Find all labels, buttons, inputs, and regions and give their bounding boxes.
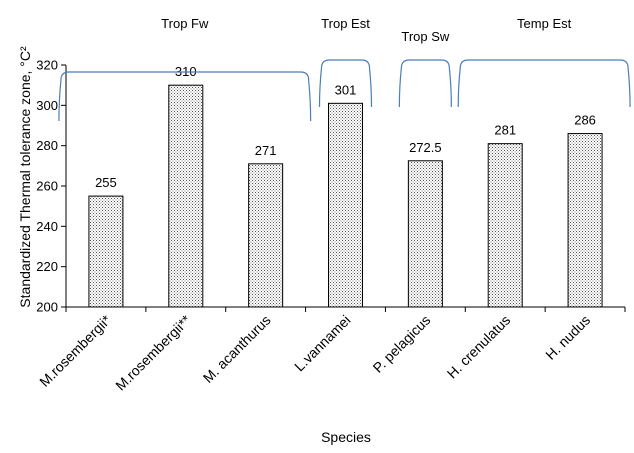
bar (168, 84, 204, 308)
bar (328, 102, 363, 308)
data-label: 286 (574, 113, 596, 128)
y-tick-label: 240 (36, 219, 58, 234)
group-brace (318, 59, 373, 108)
y-tick-label: 320 (36, 58, 58, 73)
group-brace (457, 59, 631, 108)
data-label: 301 (335, 82, 357, 97)
x-tick-label: M. acanthurus (200, 312, 274, 386)
group-braces: Trop Fw Trop Est Trop Sw Temp Est (58, 16, 631, 122)
x-tick-label: M.rosembergii** (112, 311, 194, 393)
bar (407, 160, 443, 308)
bar (248, 163, 284, 308)
x-tick-label: H. crenulatus (444, 312, 514, 382)
data-label: 272.5 (409, 140, 442, 155)
bar (487, 143, 523, 308)
y-tick-label: 300 (36, 98, 58, 113)
bars (88, 84, 603, 308)
x-tick-label: M.rosembergii* (36, 311, 114, 389)
group-label: Temp Est (517, 16, 572, 31)
y-tick-label: 220 (36, 259, 58, 274)
x-tick-label: L.vannamei (291, 312, 354, 375)
data-label: 255 (95, 175, 117, 190)
x-tick-label: H. nudus (542, 312, 593, 363)
data-label: 281 (494, 123, 516, 138)
y-tick-label: 280 (36, 138, 58, 153)
y-tick-label: 200 (36, 300, 58, 315)
group-label: Trop Est (321, 16, 370, 31)
x-tick-label: P. pelagicus (370, 312, 434, 376)
group-label: Trop Fw (161, 16, 209, 31)
bar (88, 195, 124, 308)
x-axis-title: Species (321, 429, 371, 445)
group-brace (58, 71, 312, 122)
data-label: 271 (255, 143, 277, 158)
y-axis-title: Standardized Thermal tolerance zone, °C² (17, 46, 33, 308)
group-brace (398, 59, 452, 108)
y-tick-label: 260 (36, 179, 58, 194)
bar (567, 133, 603, 308)
group-label: Trop Sw (401, 29, 450, 44)
